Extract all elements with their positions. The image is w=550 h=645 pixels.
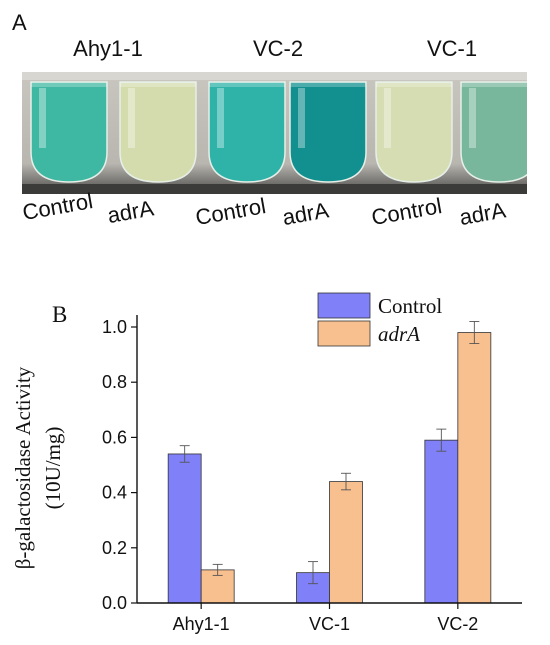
bar-adra-vc-1 (329, 481, 363, 604)
test-tube (289, 81, 367, 183)
tube-highlight (128, 88, 135, 148)
panel-b-label: B (52, 302, 68, 327)
tube-label-5: Control (369, 193, 444, 231)
y-tick-label: 0.6 (102, 427, 127, 447)
y-tick-label: 0.2 (102, 538, 127, 558)
tube-meniscus (120, 82, 196, 87)
legend-swatch-control (317, 292, 371, 319)
panel-a-label: A (12, 10, 27, 35)
tube-highlight (217, 88, 224, 148)
photo-group-label-2: VC-2 (252, 36, 304, 61)
tube-highlight (469, 88, 476, 148)
tube-highlight (298, 88, 305, 148)
bar-control-vc-2 (424, 439, 459, 604)
tube-label-4: adrA (280, 197, 331, 231)
tube-meniscus (461, 82, 527, 87)
tube-liquid (208, 81, 286, 183)
y-tick-label: 0.0 (102, 593, 127, 613)
tube-photo (22, 72, 527, 194)
tube-liquid (30, 81, 108, 183)
tube-highlight (384, 88, 391, 148)
bar-control-ahy1-1 (167, 453, 202, 604)
bar-adra-vc-2 (457, 332, 492, 604)
tube-meniscus (290, 82, 366, 87)
tube-liquid (119, 81, 197, 183)
x-tick-label: VC-1 (309, 614, 350, 634)
y-tick-label: 0.4 (102, 483, 127, 503)
legend-swatch-adra (317, 320, 371, 347)
bar-chart: β-galactosidase Activity (10U/mg) 0.0 0.2… (11, 292, 522, 634)
tube-meniscus (209, 82, 285, 87)
x-tick-label: Ahy1-1 (173, 614, 230, 634)
tube-label-2: adrA (105, 195, 156, 229)
tube-liquid (375, 81, 453, 183)
test-tube (375, 81, 453, 183)
y-tick-label: 0.8 (102, 372, 127, 392)
test-tube (30, 81, 108, 183)
y-axis-title-line-2: (10U/mg) (41, 427, 65, 510)
tube-meniscus (31, 82, 107, 87)
photo-base (22, 184, 527, 194)
tube-label-6: adrA (457, 197, 508, 231)
legend-label-adra: adrA (378, 322, 420, 346)
photo-group-label-3: VC-1 (426, 36, 478, 61)
photo-group-label-1: Ahy1-1 (73, 36, 143, 61)
tube-meniscus (376, 82, 452, 87)
x-tick-label: VC-2 (437, 614, 478, 634)
test-tube (460, 81, 527, 183)
photo-rack (22, 72, 527, 80)
y-tick-label: 1.0 (102, 317, 127, 337)
tube-highlight (39, 88, 46, 148)
tube-liquid (460, 81, 527, 183)
legend-label-control: Control (378, 294, 442, 318)
y-axis-title-line-1: β-galactosidase Activity (11, 366, 35, 569)
tube-liquid (289, 81, 367, 183)
tube-label-3: Control (193, 193, 268, 231)
test-tube (119, 81, 197, 183)
test-tube (208, 81, 286, 183)
